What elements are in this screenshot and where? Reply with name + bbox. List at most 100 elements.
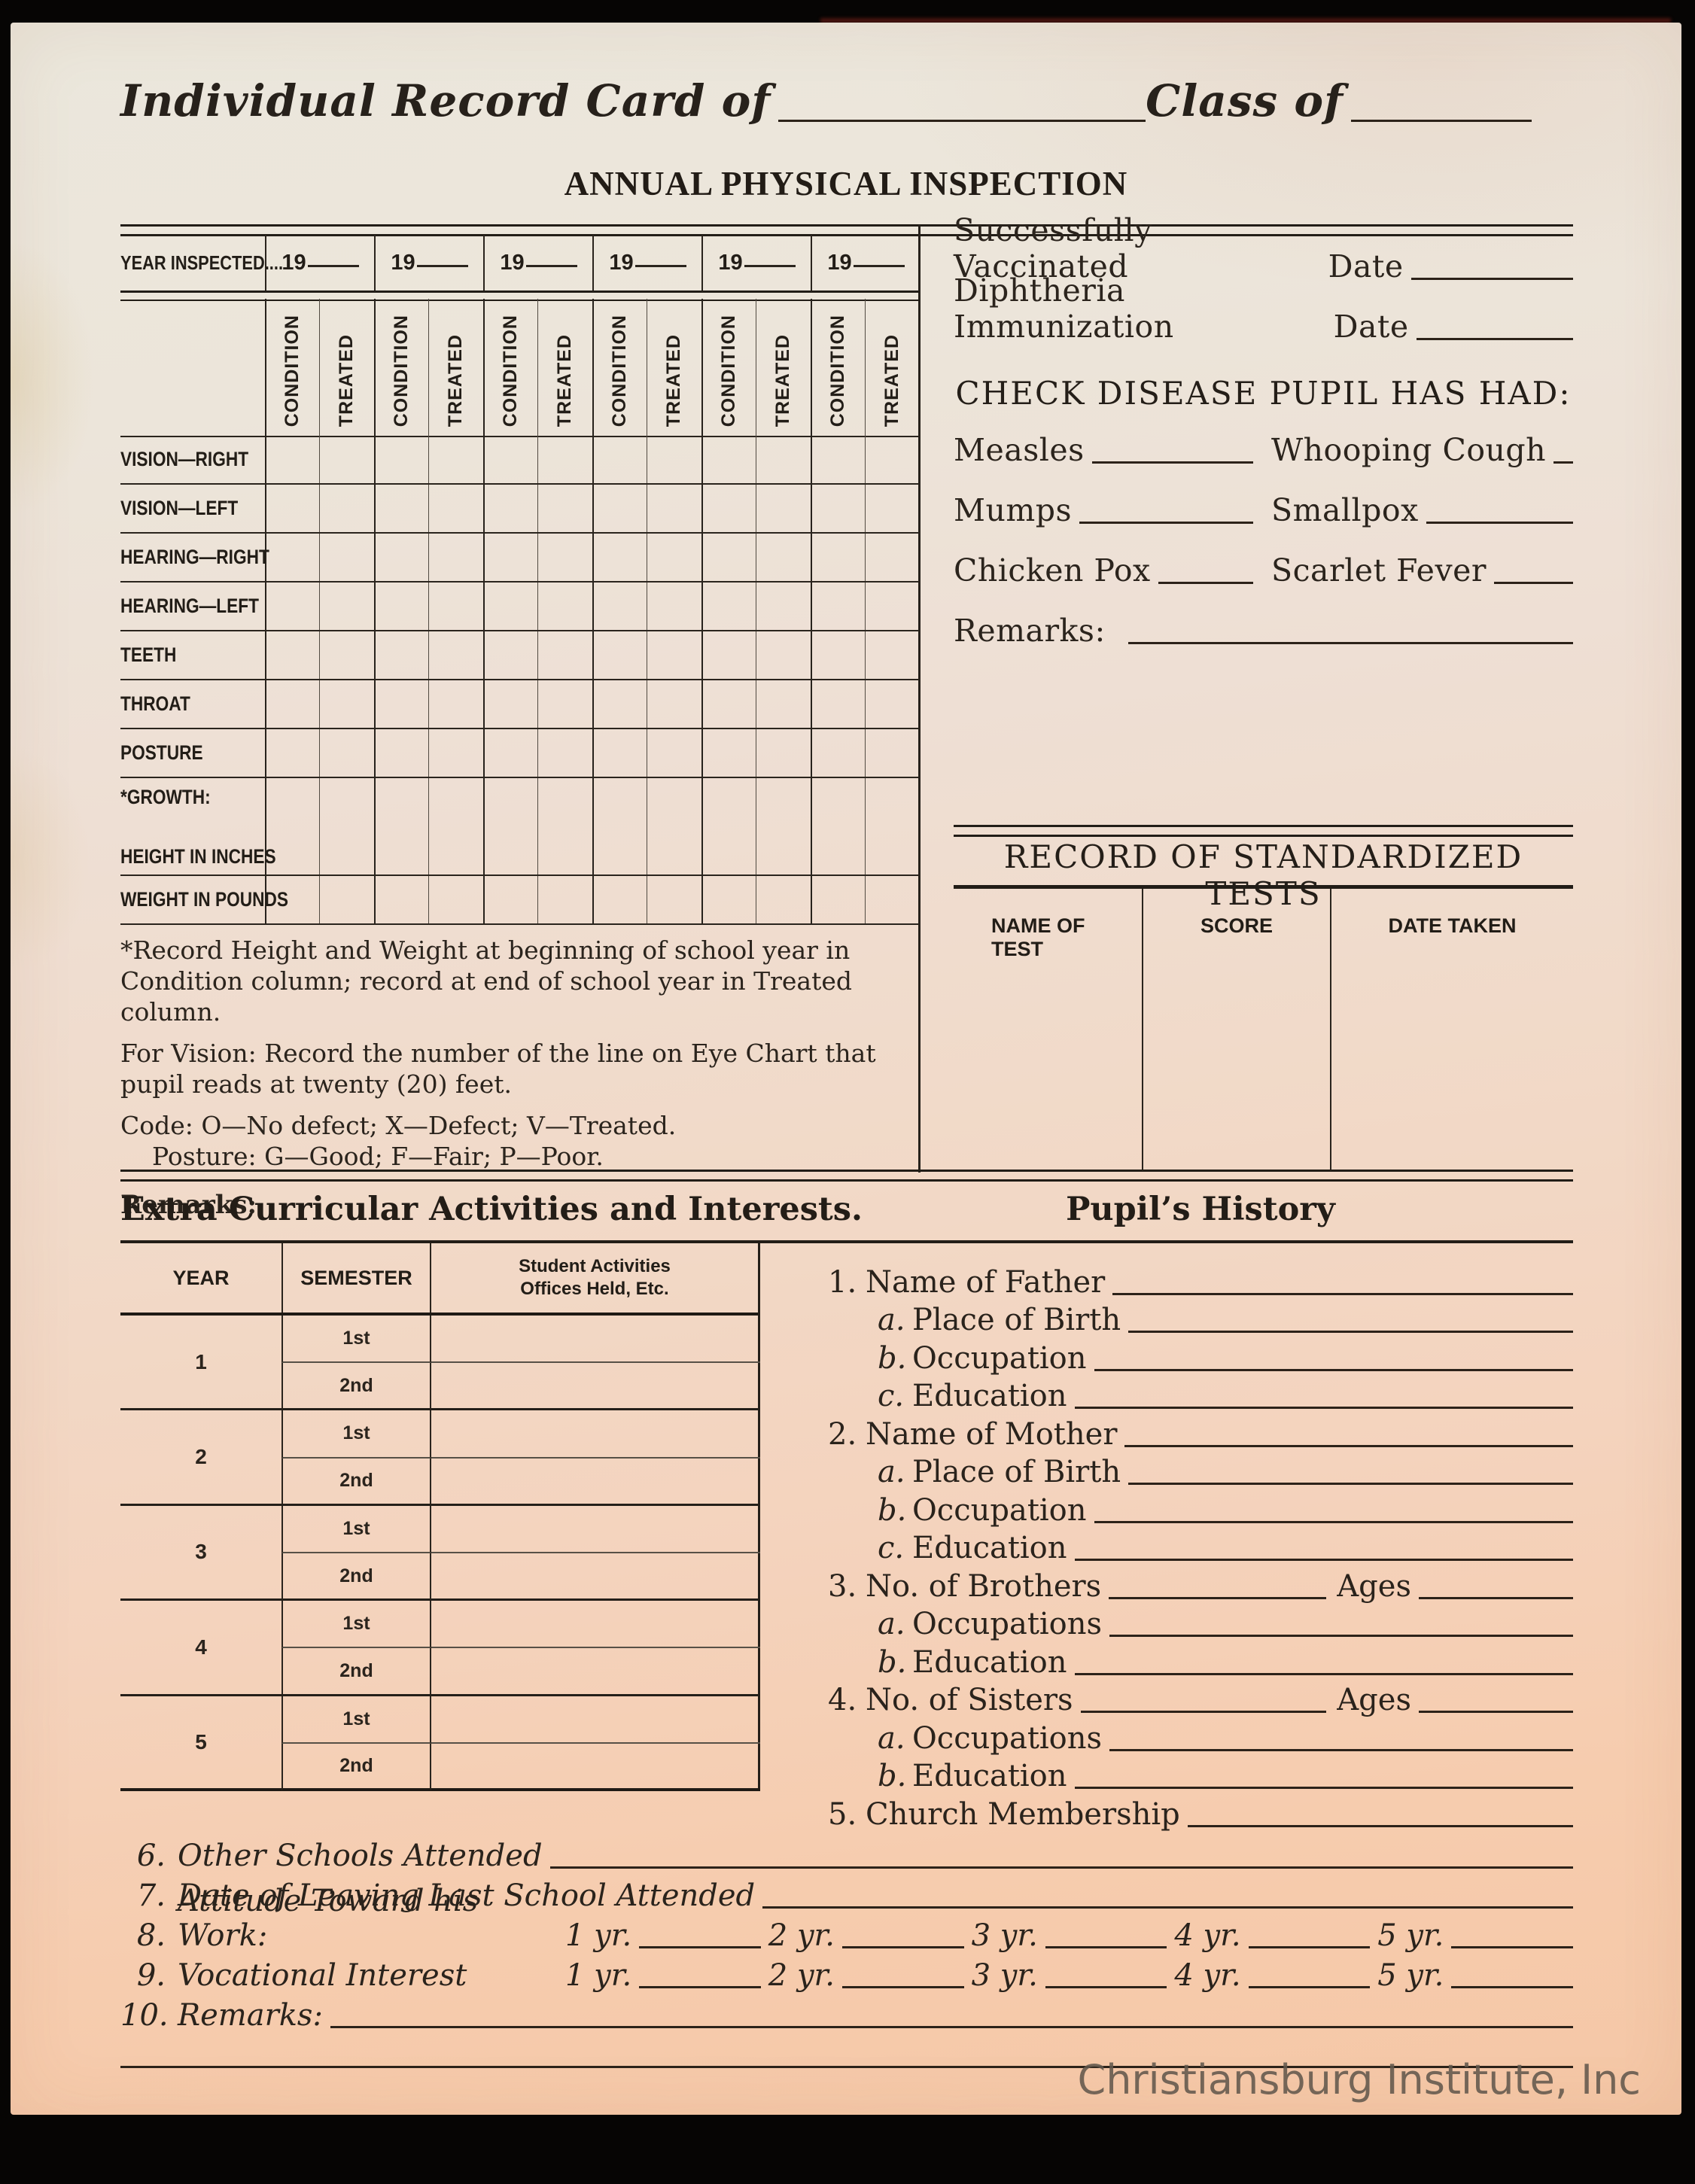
table-row-hearing-left: HEARING—LEFT (120, 583, 920, 631)
class-blank-line (1351, 120, 1532, 122)
treated-column-header: TREATED (772, 333, 794, 427)
blank-line (549, 1866, 1573, 1869)
history-sub-2b: b. Occupation (828, 1489, 1573, 1528)
row-label: THROAT (120, 692, 190, 715)
history-item-1: 1. Name of Father (828, 1261, 1573, 1300)
year-header-cell: 19 (701, 235, 811, 290)
item-label: Education (912, 1759, 1067, 1793)
item-label: No. of Sisters (866, 1683, 1073, 1717)
blank-line (1553, 461, 1573, 464)
condition-column-header: CONDITION (499, 314, 521, 427)
mumps-label: Mumps (954, 492, 1073, 528)
date-label: Date (1328, 248, 1404, 284)
blank-line (1493, 582, 1573, 584)
item-label: Place of Birth (912, 1303, 1121, 1337)
semester-cell: 2nd (281, 1648, 431, 1696)
yr-label: 4 yr. (1174, 1918, 1241, 1953)
activities-blank-cell (431, 1744, 760, 1791)
condition-column-header: CONDITION (281, 314, 303, 427)
table-row-hearing-right: HEARING—RIGHT (120, 534, 920, 583)
year-cell: 3 (120, 1506, 281, 1601)
table-row-posture: POSTURE (120, 729, 920, 778)
year-header-cell: 19 (592, 235, 701, 290)
row-label: WEIGHT IN POUNDS (120, 888, 289, 911)
year-blank-line (634, 264, 686, 267)
history-sub-1b: b. Occupation (828, 1337, 1573, 1376)
blank-line (1074, 1787, 1573, 1789)
history-sub-3b: b. Education (828, 1641, 1573, 1680)
blank-line (1248, 1946, 1371, 1948)
row-cells (265, 583, 920, 630)
archive-watermark: Christiansburg Institute, Inc (1077, 2056, 1641, 2103)
table-row-teeth: TEETH (120, 631, 920, 680)
blank-line (330, 2026, 1573, 2028)
inspection-footnotes: *Record Height and Weight at beginning o… (120, 935, 896, 1231)
year-cell: 2 (120, 1410, 281, 1506)
activities-col-activities-header: Student Activities Offices Held, Etc. (519, 1256, 671, 1299)
item-label: Occupations (912, 1607, 1103, 1641)
blank-line (1094, 1520, 1573, 1523)
activities-blank-cell (431, 1553, 760, 1601)
row-label: POSTURE (120, 741, 203, 764)
blank-line (1109, 1635, 1573, 1637)
item-label: Education (912, 1531, 1067, 1565)
row-label-height: HEIGHT IN INCHES (120, 845, 276, 868)
semester-cell: 1st (281, 1601, 431, 1649)
item-label: No. of Brothers (866, 1568, 1102, 1604)
yr-label: 1 yr. (565, 1958, 632, 1993)
item-label: Name of Mother (866, 1416, 1118, 1452)
row-label: HEARING—RIGHT (120, 546, 269, 568)
activities-table: YEAR SEMESTER Student Activities Offices… (120, 1243, 760, 1791)
item-label: Education (912, 1379, 1067, 1413)
semester-cell: 2nd (281, 1553, 431, 1601)
row-cells (265, 534, 920, 581)
blank-line (639, 1946, 761, 1948)
blank-line (1080, 1711, 1327, 1713)
item-label: Name of Father (866, 1264, 1106, 1300)
blank-line (1127, 642, 1573, 644)
blank-line (1045, 1946, 1167, 1948)
blank-line (1045, 1986, 1167, 1988)
ages-label: Ages (1337, 1683, 1411, 1717)
yr-label: 1 yr. (565, 1918, 632, 1953)
activities-header-row: YEAR SEMESTER Student Activities Offices… (120, 1243, 758, 1316)
year-blank-line (307, 264, 359, 267)
blank-line (1079, 522, 1253, 524)
year-header-cell: 19 (265, 235, 374, 290)
diphtheria-row: Diphtheria Immunization Date (954, 272, 1573, 345)
health-remarks-row: Remarks: (954, 610, 1573, 649)
year-header-cell: 19 (483, 235, 592, 290)
blank-line (1074, 1672, 1573, 1675)
blank-line (1124, 1444, 1573, 1447)
table-row-vision-right: VISION—RIGHT (120, 436, 920, 485)
item-label: Occupation (912, 1492, 1087, 1528)
semester-cell: 1st (281, 1316, 431, 1364)
history-sub-2a: a. Place of Birth (828, 1452, 1573, 1489)
row-cells (265, 876, 920, 923)
bottom-item-9: 9. Vocational Interest 1 yr. 2 yr. 3 yr.… (120, 1953, 1573, 1993)
blank-line (1128, 1483, 1573, 1485)
card-title-row: Individual Record Card of Class of (120, 75, 1532, 126)
activities-blank-cell (431, 1363, 760, 1411)
treated-column-header: TREATED (663, 333, 685, 427)
blank-line (1426, 522, 1573, 524)
inspection-year-header-row: YEAR INSPECTED.... 19 19 19 19 19 19 (120, 235, 920, 290)
year-cell: 4 (120, 1601, 281, 1696)
whooping-cough-label: Whooping Cough (1271, 432, 1547, 468)
footnote-remarks-label: Remarks: (120, 1190, 257, 1220)
tests-header-rule (954, 885, 1573, 889)
mumps-smallpox-row: Mumps Smallpox (954, 489, 1573, 528)
condition-column-header: CONDITION (390, 314, 412, 427)
table-row-throat: THROAT (120, 680, 920, 729)
yr-label: 5 yr. (1377, 1958, 1444, 1993)
item-label: Other Schools Attended (178, 1839, 543, 1873)
top-rule (120, 224, 1573, 236)
bottom-items: 6. Other Schools Attended 7. Date of Lea… (120, 1833, 1573, 2073)
measles-label: Measles (954, 432, 1085, 468)
blank-line (1416, 338, 1573, 340)
treated-column-header: TREATED (554, 333, 576, 427)
activities-col-year-header: YEAR (172, 1266, 230, 1289)
bottom-item-8: 8. Attitude Toward his Work: 1 yr. 2 yr.… (120, 1884, 1573, 1953)
year-blank-line (853, 264, 905, 267)
condition-column-header: CONDITION (608, 314, 630, 427)
